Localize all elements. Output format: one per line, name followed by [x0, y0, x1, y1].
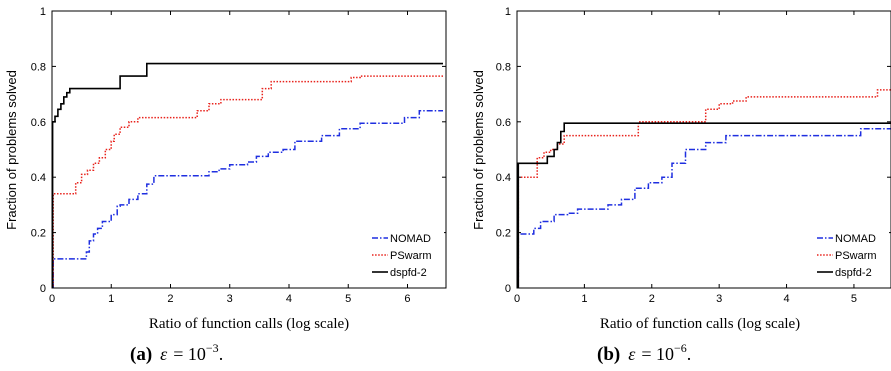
x-tick-label: 3	[227, 293, 233, 305]
legend-label-pswarm: PSwarm	[835, 250, 877, 262]
caption-eps: ε	[628, 344, 636, 364]
y-axis-label: Fraction of problems solved	[4, 70, 19, 230]
legend-label-nomad: NOMAD	[835, 233, 876, 245]
chart-panel-a: 0 1 2 3 4 5 6 0 0.2 0.4 0.6 0.8 1 Fraction of problem…	[4, 6, 447, 365]
legend-label-dspfd-2: dspfd-2	[835, 267, 872, 279]
x-tick-label: 5	[345, 293, 351, 305]
caption-end: .	[687, 344, 692, 364]
x-tick-label: 5	[851, 293, 857, 305]
series-line-dspfd-2	[517, 121, 891, 288]
x-tick-label: 6	[404, 293, 410, 305]
legend: NOMAD PSwarm dspfd-2	[813, 226, 889, 284]
plot-area-frame	[51, 10, 447, 289]
x-tick-label: 3	[716, 293, 722, 305]
x-tick-label: 4	[783, 293, 789, 305]
x-axis-label: Ratio of function calls (log scale)	[600, 316, 800, 332]
x-tick-label: 1	[108, 293, 114, 305]
y-tick-label: 0.2	[31, 228, 46, 240]
y-tick-label: 0.4	[496, 172, 511, 184]
y-axis-label: Fraction of problems solved	[471, 70, 486, 230]
y-tick-label: 0.2	[496, 228, 511, 240]
y-tick-label: 0.8	[31, 61, 46, 73]
caption-exp: −3	[206, 341, 219, 355]
caption-eq: = 10	[641, 344, 674, 364]
y-tick-label: 0	[505, 283, 511, 295]
series-line-pswarm	[52, 75, 443, 288]
caption-letter: (a)	[130, 344, 152, 365]
x-tick-label: 2	[167, 293, 173, 305]
caption-eps: ε	[160, 344, 168, 364]
y-tick-label: 1	[505, 6, 511, 18]
legend-label-pswarm: PSwarm	[390, 250, 432, 262]
legend-label-nomad: NOMAD	[390, 233, 431, 245]
y-tick-label: 0.8	[496, 61, 511, 73]
series-line-pswarm	[517, 89, 891, 288]
caption-end: .	[219, 344, 224, 364]
x-tick-label: 2	[649, 293, 655, 305]
y-tick-label: 1	[40, 6, 46, 18]
series-line-nomad	[52, 109, 443, 288]
figure-caption: (b) ε = 10−6.	[597, 341, 691, 365]
y-tick-label: 0.6	[31, 117, 46, 129]
x-axis-label: Ratio of function calls (log scale)	[149, 316, 349, 332]
chart-panel-b: 0 1 2 3 4 5 0 0.2 0.4 0.6 0.8 1 Fraction of problems…	[471, 6, 891, 365]
figure-caption: (a) ε = 10−3.	[130, 341, 223, 365]
plot-area-frame	[516, 10, 891, 289]
legend-label-dspfd-2: dspfd-2	[390, 267, 427, 279]
legend: NOMAD PSwarm dspfd-2	[368, 226, 444, 284]
series-line-dspfd-2	[52, 62, 443, 288]
caption-letter: (b)	[597, 344, 620, 365]
y-tick-label: 0	[40, 283, 46, 295]
x-tick-label: 0	[514, 293, 520, 305]
y-tick-label: 0.4	[31, 172, 46, 184]
x-tick-label: 0	[49, 293, 55, 305]
caption-exp: −6	[674, 341, 687, 355]
y-tick-label: 0.6	[496, 117, 511, 129]
x-tick-label: 1	[581, 293, 587, 305]
caption-eq: = 10	[173, 344, 206, 364]
x-tick-label: 4	[286, 293, 292, 305]
